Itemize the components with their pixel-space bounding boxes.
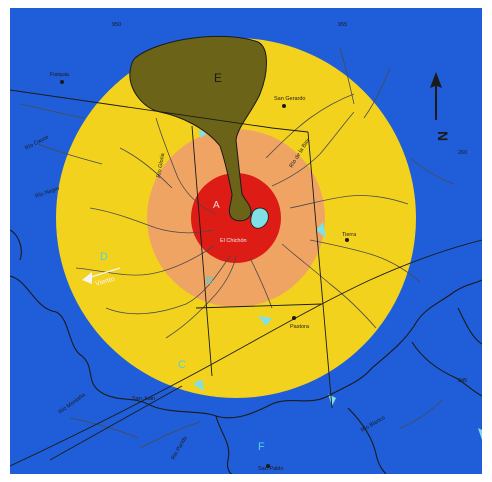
zone-f-label: F xyxy=(258,441,265,453)
place-san-juan: San Juan xyxy=(132,396,155,402)
wind-arrow-icon xyxy=(82,267,121,284)
zone-b-label: B xyxy=(206,275,213,287)
settlements xyxy=(60,80,349,468)
place-fisiquia: Fisiquia xyxy=(50,72,70,78)
zone-d-label: D xyxy=(100,251,108,263)
grid-label-right-upper: 260 xyxy=(458,150,467,156)
crater-lake xyxy=(250,207,269,229)
place-pastora: Pastora xyxy=(290,324,310,330)
zone-a-label: A xyxy=(213,200,220,211)
place-san-gerardo: San Gerardo xyxy=(274,96,306,102)
contour-lines xyxy=(10,229,482,474)
river-gloria: Río Gloria xyxy=(156,152,166,178)
map-frame: N Viento A B C D E F El Chichón San Gera… xyxy=(10,8,482,474)
place-tierra: Tierra xyxy=(342,232,357,238)
grid-label-top-right: 955 xyxy=(338,22,347,28)
zone-c-label: C xyxy=(178,359,186,371)
grid-label-right-lower: 245 xyxy=(458,378,467,384)
hazard-map: N Viento A B C D E F El Chichón San Gera… xyxy=(10,8,482,474)
grid-label-top-left: 950 xyxy=(112,22,121,28)
zone-e-label: E xyxy=(214,71,222,85)
place-san-pablo: San Pablo xyxy=(258,466,283,472)
place-volcano: El Chichón xyxy=(220,238,247,244)
grid-labels: 950 955 260 245 xyxy=(112,22,467,384)
rivers xyxy=(19,47,455,449)
grid-lines xyxy=(10,89,482,467)
north-arrow-icon xyxy=(430,72,442,120)
north-label: N xyxy=(435,131,451,141)
